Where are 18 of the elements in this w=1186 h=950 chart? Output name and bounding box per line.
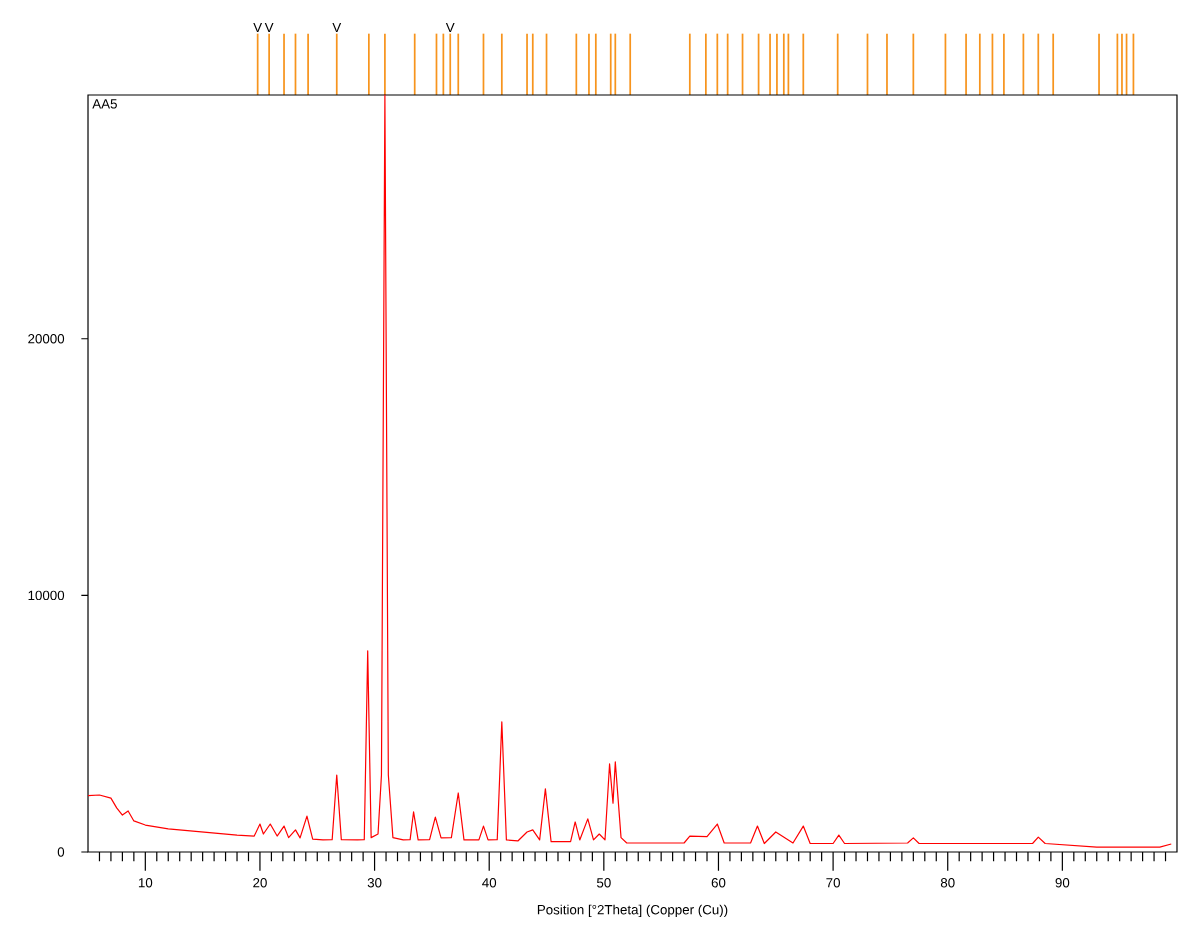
x-tick-label: 10 <box>138 878 153 888</box>
x-axis-title: Position [°2Theta] (Copper (Cu)) <box>537 904 728 918</box>
x-tick-label: 20 <box>253 878 267 888</box>
y-tick-label: 0 <box>57 847 65 857</box>
y-tick-label: 20000 <box>28 334 65 344</box>
annotation: V <box>264 22 274 33</box>
annotation: V <box>445 22 455 33</box>
x-tick-label: 90 <box>1055 878 1070 888</box>
x-tick-label: 70 <box>826 878 840 888</box>
x-tick-label: 40 <box>482 878 497 888</box>
x-tick-label: 30 <box>367 878 382 888</box>
chart-title: AA5 <box>92 99 117 109</box>
x-tick-label: 80 <box>940 878 955 888</box>
annotation: V <box>253 22 263 33</box>
x-tick-label: 60 <box>711 878 726 888</box>
x-tick-label: 50 <box>596 878 611 888</box>
y-tick-label: 10000 <box>28 590 65 601</box>
annotation: V <box>332 22 342 33</box>
